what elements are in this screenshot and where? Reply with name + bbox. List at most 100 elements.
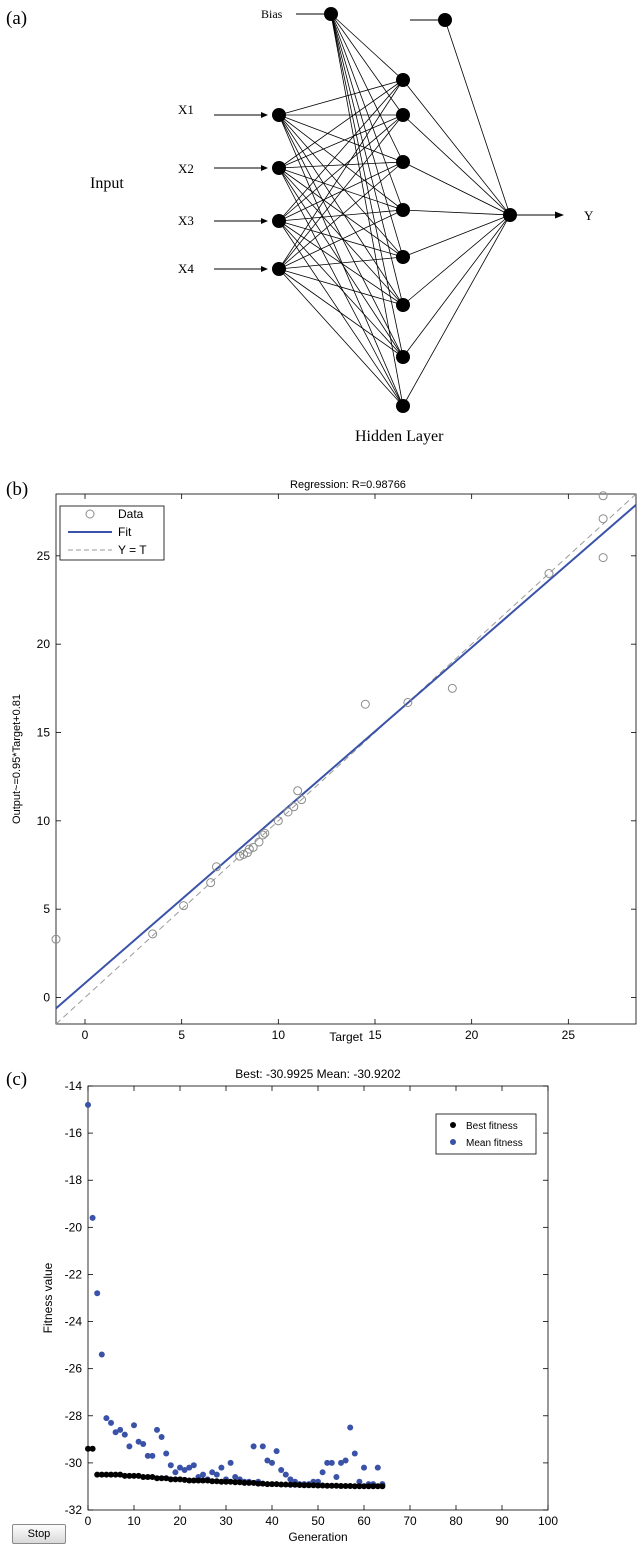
bias-hidden-connection	[331, 14, 403, 210]
legend-identity-label: Y = T	[118, 543, 147, 557]
fitness-xtick-label: 80	[449, 1514, 463, 1528]
output-arrowhead	[555, 212, 564, 219]
mean-fitness-point	[103, 1415, 109, 1421]
panel-a-label: (a)	[6, 8, 27, 29]
input-x3-label: X3	[178, 213, 194, 228]
hidden-output-connection	[403, 215, 510, 305]
bias-neuron	[324, 7, 338, 21]
hidden-output-connection	[403, 215, 510, 406]
fitness-ytick-label: -32	[65, 1503, 83, 1517]
regression-ytick-label: 5	[43, 902, 50, 916]
bias-label: Bias	[261, 7, 283, 21]
input-hidden-connection	[279, 269, 403, 357]
fitness-xtick-label: 60	[357, 1514, 371, 1528]
hidden-neuron	[396, 350, 410, 364]
mean-fitness-point	[94, 1290, 100, 1296]
fitness-xtick-label: 30	[219, 1514, 233, 1528]
mean-fitness-point	[329, 1460, 335, 1466]
mean-fitness-point	[154, 1427, 160, 1433]
fitness-ytick-label: -24	[65, 1315, 83, 1329]
bias-hidden-connection	[331, 14, 403, 257]
hidden-neuron	[396, 73, 410, 87]
fitness-ylabel: Fitness value	[41, 1262, 55, 1333]
mean-fitness-point	[163, 1450, 169, 1456]
regression-legend: Data Fit Y = T	[60, 506, 164, 560]
input-hidden-connection	[279, 221, 403, 257]
fitness-xtick-label: 50	[311, 1514, 325, 1528]
input-arrowhead	[261, 266, 268, 272]
input-x4-label: X4	[178, 261, 194, 276]
input-x2-label: X2	[178, 161, 194, 176]
mean-fitness-point	[361, 1465, 367, 1471]
mean-fitness-point	[333, 1474, 339, 1480]
bias-hidden-connection	[331, 14, 403, 406]
input-arrowhead	[261, 218, 268, 224]
hidden-neuron	[396, 399, 410, 413]
fitness-ytick-label: -18	[65, 1173, 83, 1187]
mean-fitness-point	[99, 1352, 105, 1358]
regression-ytick-label: 10	[37, 814, 51, 828]
fitness-xtick-label: 0	[85, 1514, 92, 1528]
input-hidden-connection	[279, 162, 403, 269]
network-diagram: (a) Input Bias X1 X2 X3 X4 Hidden Layer …	[6, 7, 594, 445]
regression-ytick-label: 20	[37, 637, 51, 651]
regression-xlabel: Target	[329, 1030, 363, 1044]
fitness-xtick-label: 20	[173, 1514, 187, 1528]
regression-title: Regression: R=0.98766	[290, 479, 406, 491]
mean-fitness-point	[149, 1453, 155, 1459]
regression-xtick-label: 15	[368, 1028, 382, 1042]
fitness-ytick-label: -28	[65, 1409, 83, 1423]
fitness-xtick-label: 40	[265, 1514, 279, 1528]
fitness-ytick-label: -20	[65, 1220, 83, 1234]
input-neuron	[272, 108, 286, 122]
mean-fitness-point	[218, 1465, 224, 1471]
input-hidden-connection	[279, 80, 403, 115]
mean-fitness-point	[260, 1443, 266, 1449]
input-x1-label: X1	[178, 102, 194, 117]
fitness-title: Best: -30.9925 Mean: -30.9202	[235, 1067, 401, 1081]
input-hidden-connection	[279, 115, 403, 221]
fitness-chart: (c) Best: -30.9925 Mean: -30.9202 0 10 20 3…	[6, 1067, 558, 1544]
hidden-output-connection	[403, 80, 510, 215]
bias-output-connection	[445, 20, 510, 215]
network-neurons	[272, 7, 517, 413]
fitness-ytick-label: -16	[65, 1126, 83, 1140]
output-neuron	[503, 208, 517, 222]
mean-fitness-point	[122, 1432, 128, 1438]
input-label: Input	[90, 175, 124, 192]
legend-best-marker	[450, 1122, 456, 1128]
mean-fitness-point	[269, 1460, 275, 1466]
best-fitness-point	[379, 1483, 385, 1489]
hidden-neuron	[396, 298, 410, 312]
input-neuron	[272, 161, 286, 175]
hidden-layer-label: Hidden Layer	[355, 428, 444, 445]
mean-fitness-point	[168, 1462, 174, 1468]
mean-fitness-point	[228, 1460, 234, 1466]
input-neuron	[272, 262, 286, 276]
legend-fit-label: Fit	[118, 525, 132, 539]
best-fitness-point	[90, 1446, 96, 1452]
mean-fitness-point	[283, 1472, 289, 1478]
regression-ytick-label: 0	[43, 991, 50, 1005]
hidden-neuron	[396, 250, 410, 264]
regression-ytick-label: 15	[37, 726, 51, 740]
regression-xtick-label: 25	[562, 1028, 576, 1042]
input-hidden-connection	[279, 168, 403, 357]
input-hidden-connection	[279, 269, 403, 305]
legend-data-label: Data	[118, 507, 144, 521]
legend-mean-marker	[450, 1139, 456, 1145]
output-bias-neuron	[438, 13, 452, 27]
fitness-ytick-label: -26	[65, 1362, 83, 1376]
hidden-neuron	[396, 108, 410, 122]
mean-fitness-point	[85, 1102, 91, 1108]
mean-fitness-point	[343, 1458, 349, 1464]
output-y-label: Y	[584, 208, 594, 223]
regression-chart: (b) Regression: R=0.98766 0 5 10 15 20 25 0 5 10…	[6, 479, 636, 1044]
input-arrowhead	[261, 112, 268, 118]
stop-button[interactable]: Stop	[12, 1524, 66, 1544]
mean-fitness-point	[274, 1448, 280, 1454]
mean-fitness-point	[251, 1443, 257, 1449]
panel-b-label: (b)	[6, 479, 28, 500]
input-hidden-connection	[279, 168, 403, 305]
